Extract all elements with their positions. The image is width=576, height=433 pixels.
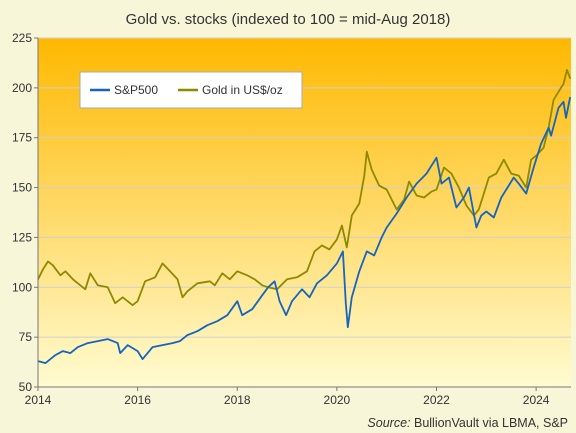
source-text: BullionVault via LBMA, S&P	[411, 416, 568, 430]
x-tick-label-2020: 2020	[324, 393, 351, 407]
y-tick-label-200: 200	[12, 81, 32, 95]
series-line-gold	[38, 69, 571, 307]
x-tick-label-2022: 2022	[423, 393, 450, 407]
series-line-sp500	[38, 96, 571, 364]
x-tick-label-2024: 2024	[523, 393, 550, 407]
x-tick-label-2014: 2014	[25, 393, 52, 407]
y-tick-label-100: 100	[12, 280, 32, 294]
legend-label-gold: Gold in US$/oz	[202, 83, 283, 97]
legend: S&P500 Gold in US$/oz	[79, 71, 303, 109]
source-prefix: Source:	[367, 416, 410, 430]
x-tick-label-2018: 2018	[224, 393, 251, 407]
y-tick-label-150: 150	[12, 181, 32, 195]
y-tick-label-50: 50	[19, 380, 33, 394]
chart-title: Gold vs. stocks (indexed to 100 = mid-Au…	[126, 11, 451, 28]
y-tick-label-75: 75	[19, 330, 33, 344]
y-axis-ticks: 50 75 100 125 150 175 200 225	[12, 31, 38, 394]
grid-lines	[38, 37, 571, 338]
legend-label-sp500: S&P500	[114, 83, 158, 97]
series-layer	[38, 69, 571, 364]
y-tick-label-125: 125	[12, 230, 32, 244]
x-tick-label-2016: 2016	[124, 393, 151, 407]
y-tick-label-175: 175	[12, 131, 32, 145]
x-axis-ticks: 2014 2016 2018 2020 2022 2024	[25, 387, 550, 407]
y-tick-label-225: 225	[12, 31, 32, 45]
source-note: Source: BullionVault via LBMA, S&P	[367, 416, 568, 430]
